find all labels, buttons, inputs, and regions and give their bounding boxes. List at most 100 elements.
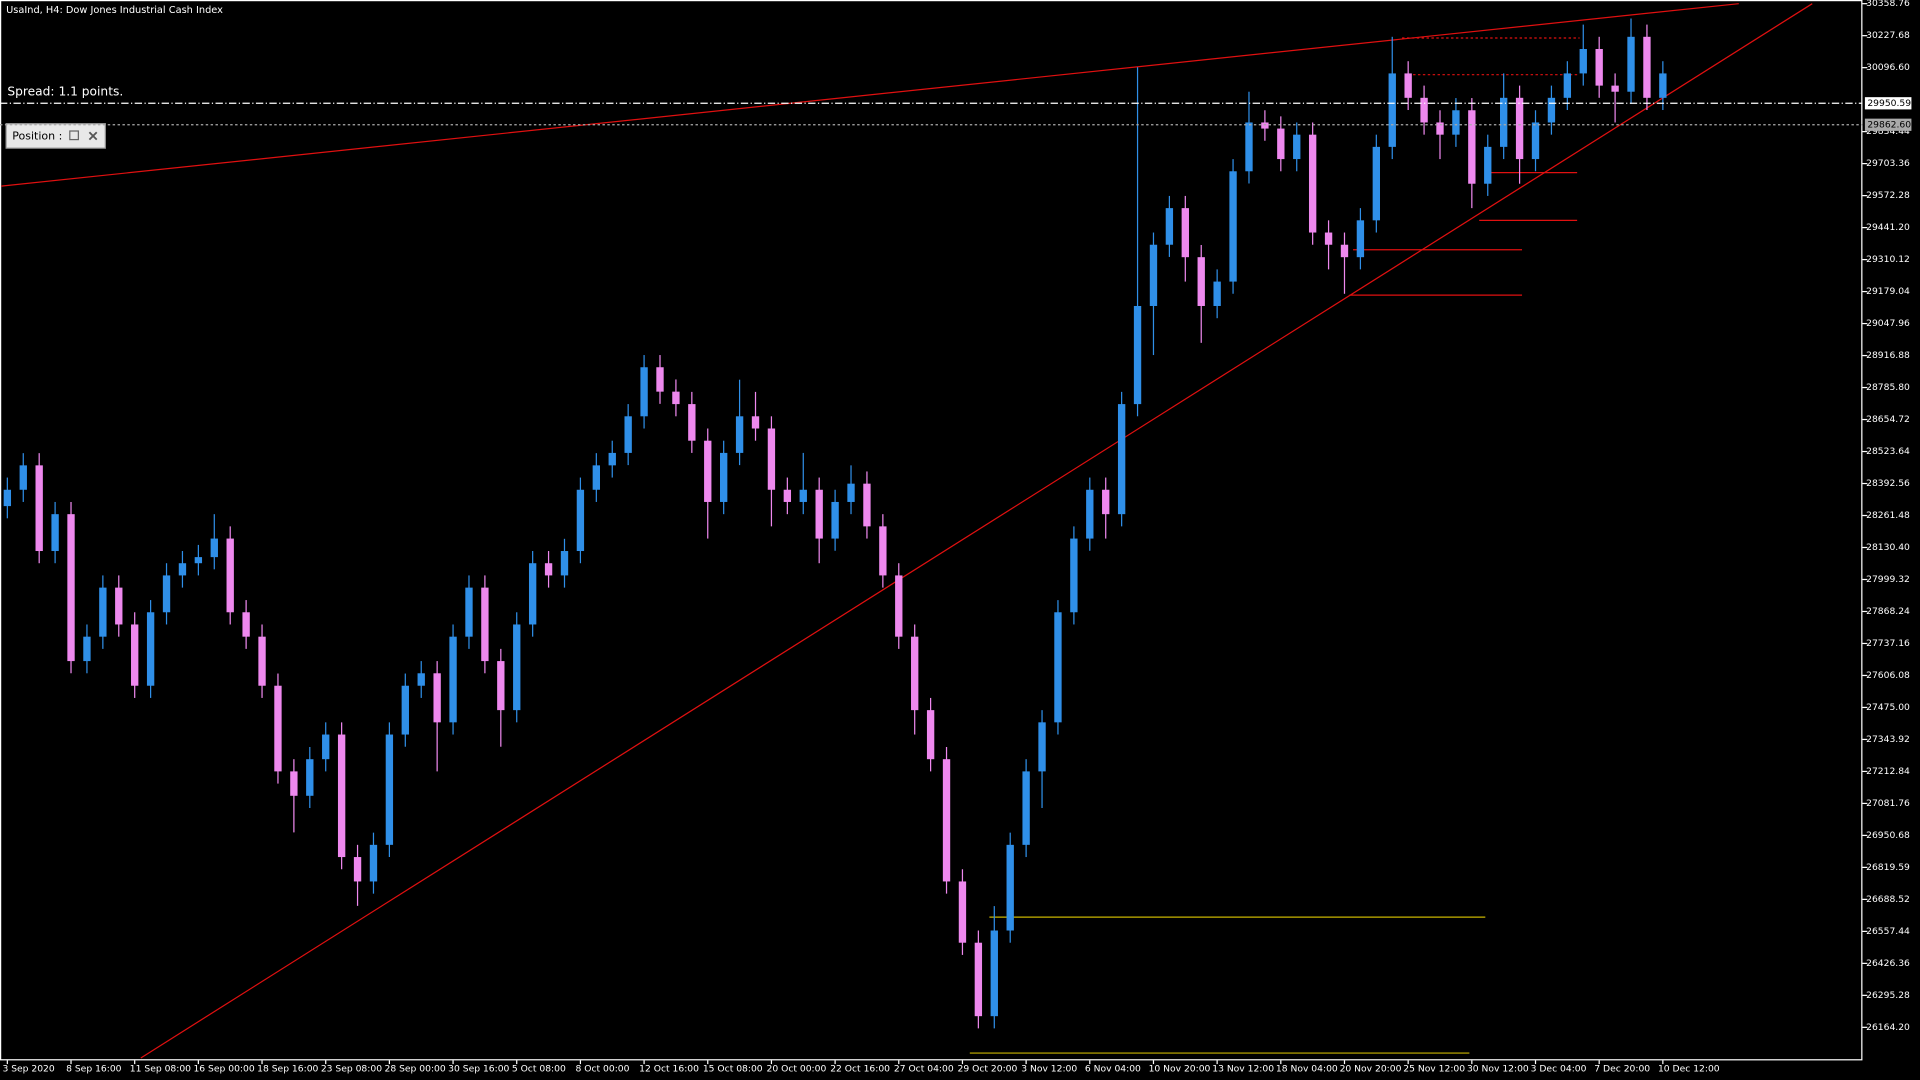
y-tick-label: 30227.68: [1866, 30, 1910, 41]
candle-body: [99, 587, 107, 637]
y-tick-label: 28916.88: [1866, 350, 1910, 361]
candle-body: [990, 930, 998, 1017]
candle-body: [1340, 244, 1349, 258]
candle-body: [704, 440, 712, 502]
y-tick-label: 30096.60: [1866, 62, 1910, 73]
candle-body: [942, 759, 951, 882]
candle-body: [1102, 489, 1110, 515]
y-tick-label: 30358.76: [1866, 0, 1910, 9]
candle-body: [1659, 73, 1667, 98]
candle-body: [783, 489, 792, 502]
candle-body: [1611, 85, 1619, 92]
x-tick-label: 23 Sep 08:00: [321, 1063, 382, 1074]
candle-body: [1213, 281, 1221, 306]
candle-body: [926, 710, 935, 760]
candle-body: [751, 416, 760, 429]
y-tick-label: 26950.68: [1866, 830, 1910, 841]
candle-body: [242, 612, 250, 637]
candle-body: [1468, 110, 1476, 184]
candle-body: [640, 367, 648, 417]
candle-body: [1165, 208, 1174, 245]
y-tick-label: 26295.28: [1866, 990, 1910, 1001]
ask-tag: [1864, 118, 1912, 131]
x-tick-label: 18 Nov 04:00: [1276, 1063, 1338, 1074]
panel-box: [5, 123, 106, 149]
candle-body: [497, 661, 505, 711]
y-tick-label: 29834.44: [1866, 126, 1910, 137]
candle-body: [306, 759, 314, 796]
y-tick-label: 27212.84: [1866, 766, 1910, 777]
bid-label: 29950.59: [1867, 98, 1911, 109]
candle-body: [528, 563, 537, 625]
x-tick-label: 28 Sep 00:00: [384, 1063, 445, 1074]
close-icon[interactable]: [88, 131, 98, 141]
spread: Spread: 1.1 points.: [7, 84, 123, 98]
y-tick-label: 27475.00: [1866, 702, 1910, 713]
candle-body: [83, 636, 91, 662]
candle-body: [258, 636, 266, 686]
y-tick-label: 26688.52: [1866, 894, 1910, 905]
x-tick-label: 8 Sep 16:00: [66, 1063, 122, 1074]
candle-body: [1229, 171, 1237, 282]
candle-body: [290, 771, 298, 796]
candle-body: [417, 673, 425, 686]
x-tick-label: 6 Nov 04:00: [1085, 1063, 1141, 1074]
y-tick-label: 28654.72: [1866, 414, 1910, 425]
candle-body: [1531, 122, 1540, 160]
candle-body: [1436, 122, 1444, 135]
candle-body: [815, 489, 823, 539]
candle-body: [1324, 232, 1333, 245]
plot-frame: [0, 0, 1863, 1061]
x-tick-label: 20 Nov 20:00: [1340, 1063, 1402, 1074]
candle-body: [656, 367, 664, 392]
restore-icon[interactable]: [69, 130, 79, 141]
y-tick-label: 29572.28: [1866, 190, 1910, 201]
candle-body: [513, 624, 521, 711]
x-tick-label: 20 Oct 00:00: [767, 1063, 827, 1074]
y-tick-label: 29179.04: [1866, 286, 1910, 297]
candle-body: [385, 734, 394, 845]
candle-body: [194, 557, 203, 564]
ask-label: 29862.60: [1867, 119, 1911, 130]
candle-body: [608, 452, 616, 466]
candle-body: [1149, 244, 1158, 306]
candle-body: [1515, 97, 1524, 160]
x-tick-label: 30 Nov 12:00: [1467, 1063, 1529, 1074]
candle-body: [51, 514, 59, 552]
candle-body: [465, 587, 473, 637]
candle-body: [449, 636, 457, 723]
candle-body: [1547, 97, 1556, 123]
candle-body: [178, 563, 187, 576]
candle-body: [688, 404, 696, 441]
panel-title: Position :: [12, 130, 62, 143]
y-tick-label: 26426.36: [1866, 958, 1910, 969]
y-tick-label: 27999.32: [1866, 574, 1910, 585]
candle-body: [433, 673, 441, 723]
candle-body: [720, 452, 728, 502]
x-tick-label: 3 Sep 2020: [2, 1063, 54, 1074]
candle-body: [1563, 73, 1572, 98]
candle-body: [1452, 110, 1460, 135]
drawings: [1, 3, 1813, 1059]
candle-body: [911, 636, 919, 711]
y-tick-label: 27081.76: [1866, 798, 1910, 809]
candle-body: [624, 416, 632, 453]
candle-body: [1293, 134, 1301, 160]
y-tick-label: 28261.48: [1866, 510, 1910, 521]
candle-body: [1197, 257, 1205, 306]
candle-body: [1022, 771, 1030, 845]
candle-body: [1420, 97, 1428, 123]
candle-body: [895, 575, 903, 637]
y-tick-label: 27737.16: [1866, 638, 1910, 649]
candle-body: [1070, 538, 1078, 613]
x-tick-label: 8 Oct 00:00: [576, 1063, 630, 1074]
candle-body: [322, 734, 330, 760]
candle-body: [1627, 36, 1635, 92]
position-panel[interactable]: Position :: [5, 123, 106, 149]
x-tick-label: 7 Dec 20:00: [1594, 1063, 1650, 1074]
candle-body: [131, 624, 139, 686]
candle-body: [1643, 36, 1651, 98]
candle-body: [3, 489, 12, 507]
candle-body: [879, 526, 887, 576]
